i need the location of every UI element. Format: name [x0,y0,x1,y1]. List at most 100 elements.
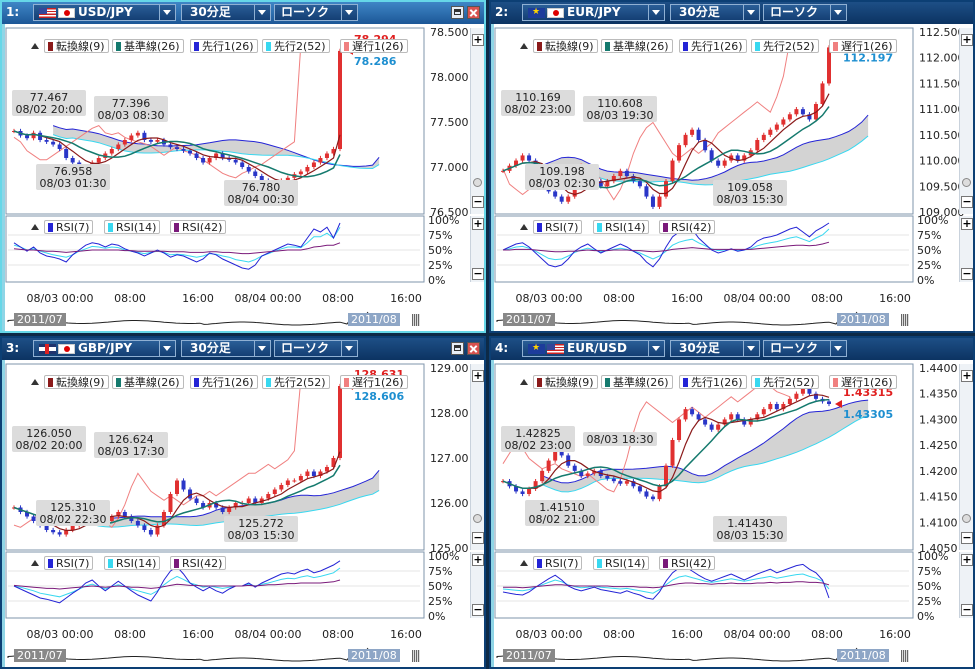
collapse-triangle-icon[interactable] [519,377,528,386]
legend-tenkan[interactable]: 転換線(9) [533,39,598,53]
legend-senkou2[interactable]: 先行2(52) [262,39,330,53]
legend-tenkan[interactable]: 転換線(9) [44,39,109,53]
collapse-triangle-icon[interactable] [30,558,39,567]
collapse-triangle-icon[interactable] [30,377,39,386]
rsi-zoom-in-button[interactable]: + [472,553,484,566]
legend-rsi42[interactable]: RSI(42) [659,556,716,570]
chart-type-select[interactable]: ローソク [274,340,358,357]
chevron-down-icon[interactable] [341,341,357,356]
legend-rsi14[interactable]: RSI(14) [593,220,650,234]
rsi-zoom-in-button[interactable]: + [472,217,484,230]
legend-kijun[interactable]: 基準線(26) [601,39,673,53]
legend-rsi14[interactable]: RSI(14) [104,556,161,570]
pair-select[interactable]: GBP/JPY [33,340,176,357]
zoom-in-button[interactable]: + [472,369,484,382]
legend-rsi7[interactable]: RSI(7) [533,220,583,234]
legend-tenkan[interactable]: 転換線(9) [44,375,109,389]
chevron-down-icon[interactable] [254,341,270,356]
zoom-slider-thumb[interactable] [962,514,971,523]
legend-rsi42[interactable]: RSI(42) [170,220,227,234]
legend-senkou1[interactable]: 先行1(26) [190,39,258,53]
rsi-zoom-out-button[interactable]: − [472,603,484,616]
legend-rsi42[interactable]: RSI(42) [170,556,227,570]
rsi-zoom-in-button[interactable]: + [961,217,973,230]
pair-select[interactable]: EUR/USD [522,340,665,357]
chart-type-select[interactable]: ローソク [763,4,847,21]
zoom-in-button[interactable]: + [961,33,973,46]
collapse-triangle-icon[interactable] [519,222,528,231]
zoom-out-button[interactable]: − [472,531,484,544]
legend-chikou[interactable]: 遅行1(26) [340,39,408,53]
chevron-down-icon[interactable] [159,5,175,20]
legend-senkou2[interactable]: 先行2(52) [751,375,819,389]
chevron-down-icon[interactable] [743,341,759,356]
minimize-button[interactable] [451,6,464,19]
chart-panel-eurjpy[interactable]: 2:EUR/JPY30分足ローソク112.500112.000111.50011… [489,0,975,333]
legend-rsi7[interactable]: RSI(7) [44,220,94,234]
legend-kijun[interactable]: 基準線(26) [112,39,184,53]
candle-body [220,153,225,158]
range-handle-icon[interactable] [412,314,420,326]
chevron-down-icon[interactable] [743,5,759,20]
legend-rsi42[interactable]: RSI(42) [659,220,716,234]
range-handle-icon[interactable] [412,650,420,662]
legend-senkou1[interactable]: 先行1(26) [679,375,747,389]
time-tick-label: 16:00 [879,628,911,641]
legend-rsi14[interactable]: RSI(14) [104,220,161,234]
pair-select[interactable]: EUR/JPY [522,4,665,21]
zoom-in-button[interactable]: + [472,33,484,46]
zoom-out-button[interactable]: − [961,531,973,544]
legend-kijun[interactable]: 基準線(26) [112,375,184,389]
candle [188,487,193,501]
zoom-slider-thumb[interactable] [962,178,971,187]
timeframe-select[interactable]: 30分足 [181,4,271,21]
zoom-slider-thumb[interactable] [473,178,482,187]
legend-kijun[interactable]: 基準線(26) [601,375,673,389]
rsi-zoom-in-button[interactable]: + [961,553,973,566]
zoom-slider-thumb[interactable] [473,514,482,523]
legend-senkou2[interactable]: 先行2(52) [262,375,330,389]
collapse-triangle-icon[interactable] [30,222,39,231]
legend-senkou1[interactable]: 先行1(26) [190,375,258,389]
chevron-down-icon[interactable] [341,5,357,20]
rsi-zoom-out-button[interactable]: − [961,267,973,280]
chart-panel-gbpjpy[interactable]: 3: GBP/JPY 30分足 ローソク 129.00 128.00 127.00 126.0… [0,336,486,669]
pair-select[interactable]: USD/JPY [33,4,176,21]
zoom-out-button[interactable]: − [961,195,973,208]
timeframe-select[interactable]: 30分足 [670,340,760,357]
chart-panel-usdjpy[interactable]: 1: USD/JPY 30分足 ローソク 78.500 78.000 77.500 77.00… [0,0,486,333]
range-handle-icon[interactable] [901,314,909,326]
chevron-down-icon[interactable] [648,5,664,20]
collapse-triangle-icon[interactable] [30,41,39,50]
legend-rsi7[interactable]: RSI(7) [44,556,94,570]
legend-senkou1[interactable]: 先行1(26) [679,39,747,53]
chevron-down-icon[interactable] [648,341,664,356]
close-button[interactable] [467,6,480,19]
chart-type-select[interactable]: ローソク [274,4,358,21]
candle [592,468,597,476]
collapse-triangle-icon[interactable] [519,558,528,567]
legend-tenkan[interactable]: 転換線(9) [533,375,598,389]
chart-type-select[interactable]: ローソク [763,340,847,357]
rsi-zoom-out-button[interactable]: − [961,603,973,616]
timeframe-select[interactable]: 30分足 [181,340,271,357]
legend-chikou[interactable]: 遅行1(26) [829,39,897,53]
legend-rsi14[interactable]: RSI(14) [593,556,650,570]
range-handle-icon[interactable] [901,650,909,662]
chart-panel-eurusd[interactable]: 4: EUR/USD 30分足 ローソク 1.4400 1.4350 1.4300 1.425… [489,336,975,669]
collapse-triangle-icon[interactable] [519,41,528,50]
legend-chikou[interactable]: 遅行1(26) [829,375,897,389]
legend-rsi7[interactable]: RSI(7) [533,556,583,570]
chevron-down-icon[interactable] [159,341,175,356]
legend-chikou[interactable]: 遅行1(26) [340,375,408,389]
legend-senkou2[interactable]: 先行2(52) [751,39,819,53]
chevron-down-icon[interactable] [254,5,270,20]
timeframe-select[interactable]: 30分足 [670,4,760,21]
rsi-zoom-out-button[interactable]: − [472,267,484,280]
chevron-down-icon[interactable] [830,341,846,356]
chevron-down-icon[interactable] [830,5,846,20]
zoom-out-button[interactable]: − [472,195,484,208]
zoom-in-button[interactable]: + [961,369,973,382]
minimize-button[interactable] [451,342,464,355]
close-button[interactable] [467,342,480,355]
